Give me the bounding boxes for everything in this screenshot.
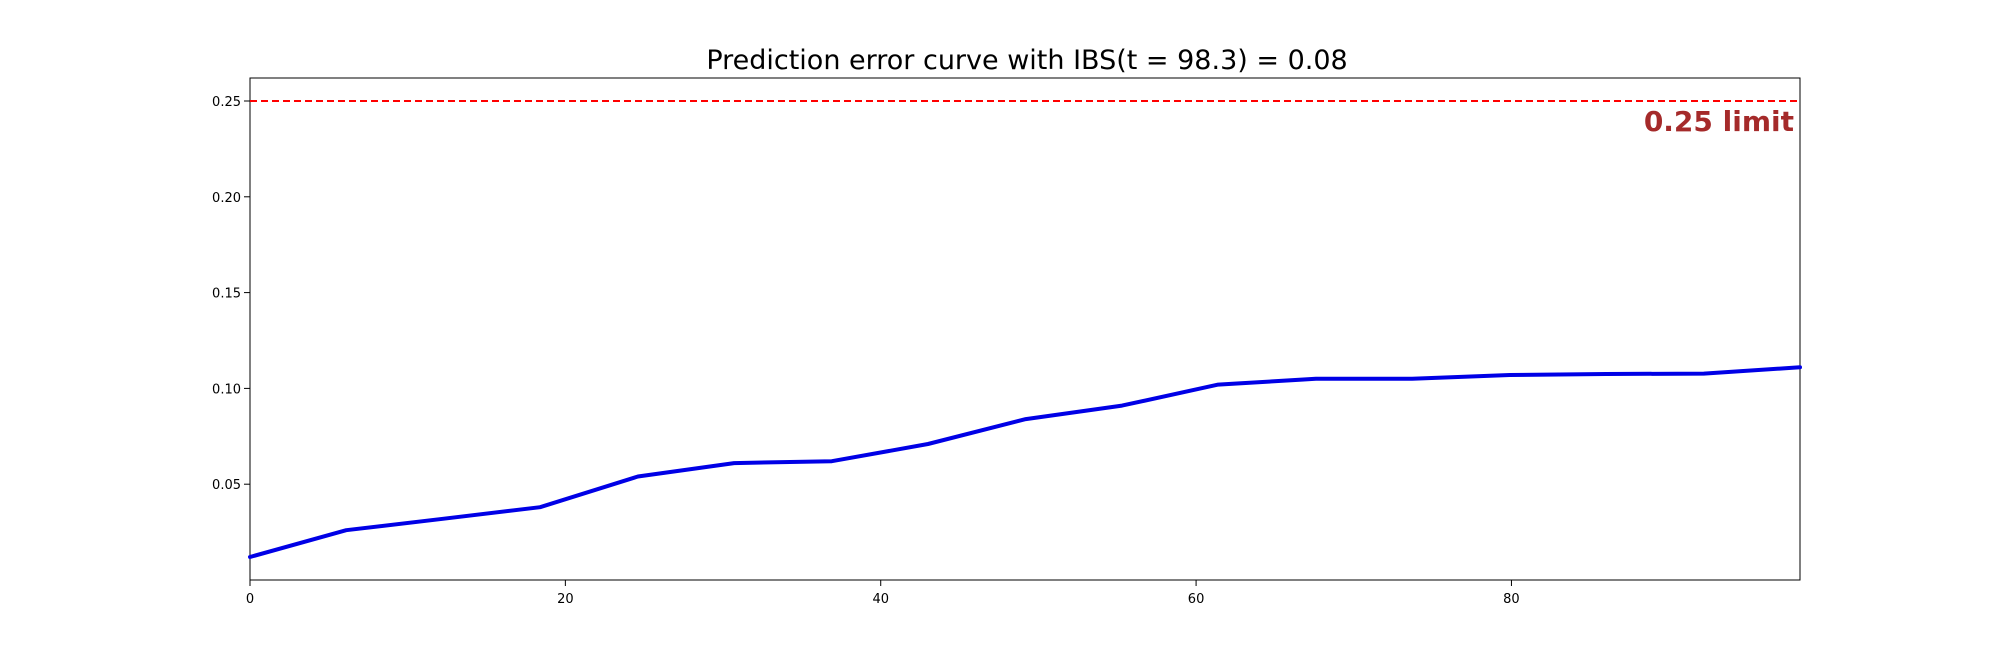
plot-area: 0.25 limit <box>248 77 1802 581</box>
y-axis: 0.05 0.10 0.15 0.20 0.25 <box>212 95 250 493</box>
x-tick-label: 80 <box>1503 592 1520 607</box>
x-tick-label: 60 <box>1188 592 1205 607</box>
y-tick-label: 0.05 <box>212 478 241 493</box>
y-tick-label: 0.10 <box>212 382 241 397</box>
y-tick-label: 0.20 <box>212 191 241 206</box>
series-line <box>248 365 1802 559</box>
x-tick-label: 20 <box>557 592 574 607</box>
y-tick-label: 0.25 <box>212 95 241 110</box>
plot-frame <box>249 77 1801 581</box>
limit-annotation: 0.25 limit <box>1644 105 1794 138</box>
y-tick-label: 0.15 <box>212 287 241 302</box>
x-tick-label: 0 <box>246 592 254 607</box>
chart-title: Prediction error curve with IBS(t = 98.3… <box>706 45 1347 76</box>
x-tick-label: 40 <box>872 592 889 607</box>
x-axis: 0 20 40 60 80 <box>246 580 1520 607</box>
data-points <box>249 367 1801 558</box>
